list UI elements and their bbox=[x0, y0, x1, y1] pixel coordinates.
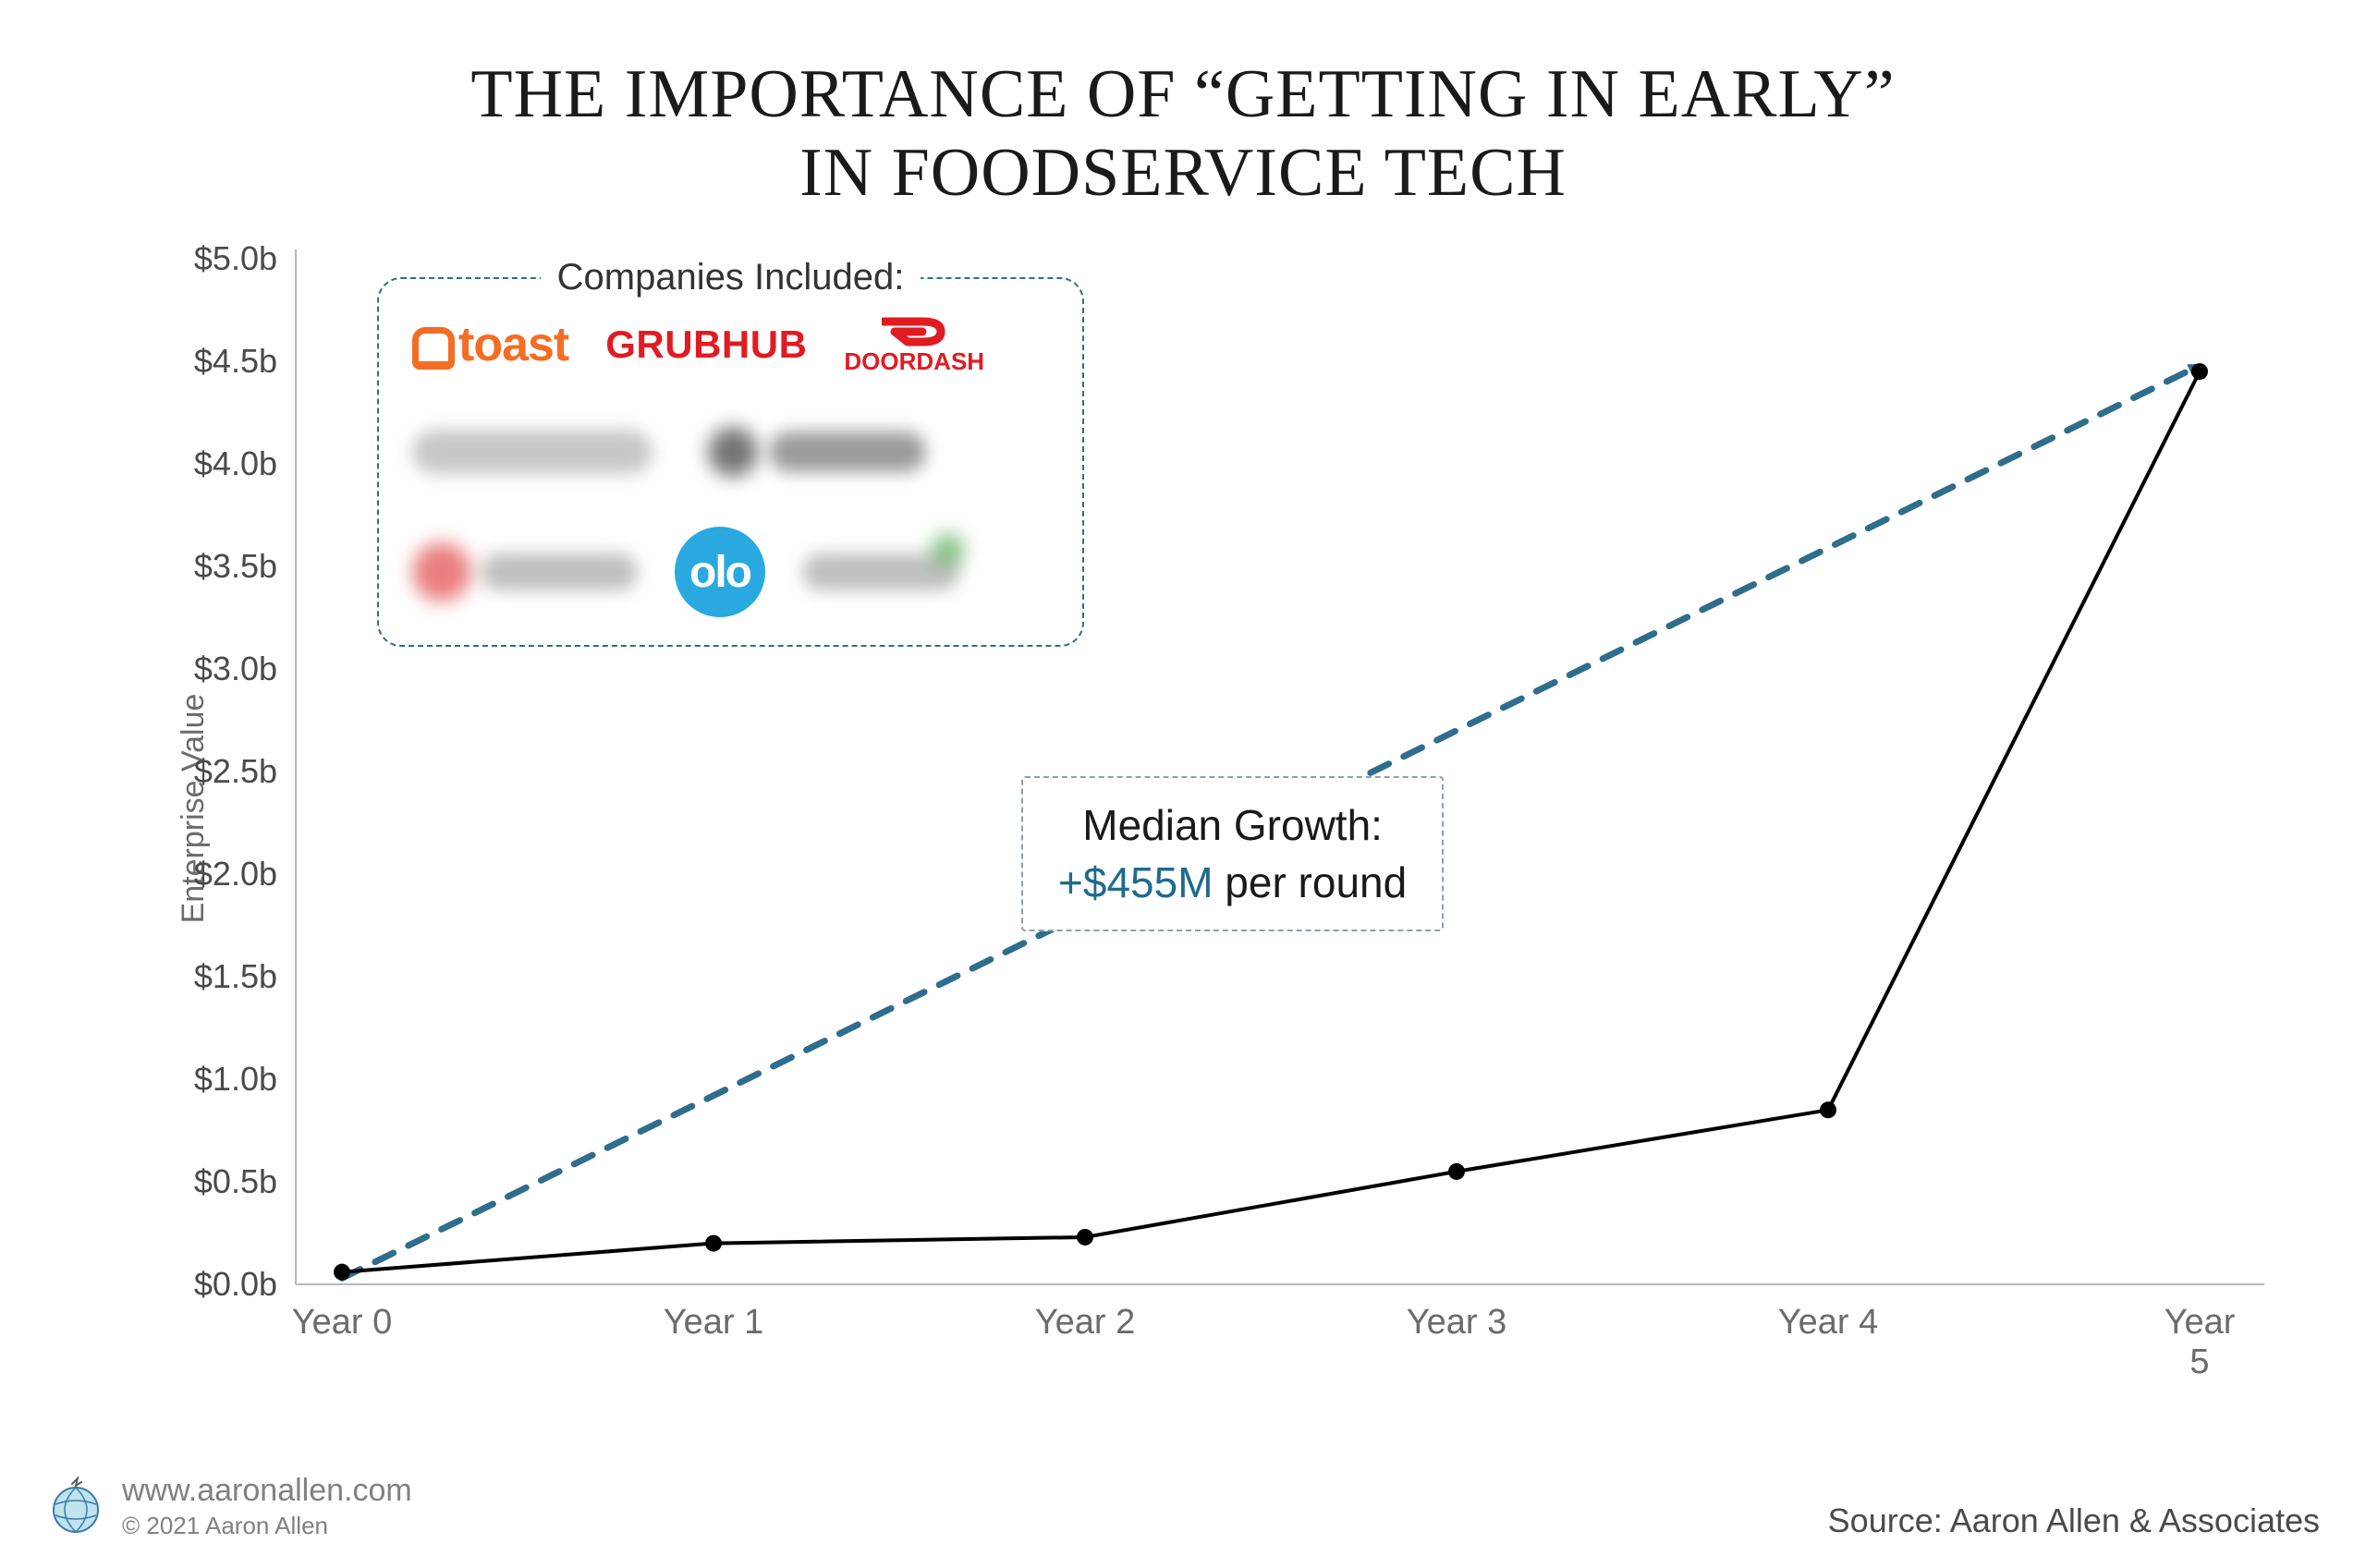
companies-included-box: Companies Included: toast GRUBHUB DOORDA… bbox=[377, 277, 1084, 647]
title-line-1: THE IMPORTANCE OF “GETTING IN EARLY” bbox=[46, 55, 2320, 134]
logo-doordash-text: DOORDASH bbox=[844, 349, 984, 373]
blurred-logo bbox=[932, 533, 965, 566]
globe-icon bbox=[46, 1477, 105, 1536]
footer-text: www.aaronallen.com © 2021 Aaron Allen bbox=[122, 1471, 412, 1540]
blurred-logo bbox=[481, 553, 638, 590]
annotation-line2: +$455M per round bbox=[1058, 854, 1407, 911]
toast-icon bbox=[412, 327, 455, 370]
annotation-suffix: per round bbox=[1213, 858, 1408, 906]
logo-grubhub: GRUBHUB bbox=[605, 322, 807, 367]
logo-olo: olo bbox=[675, 527, 765, 617]
footer-copyright: © 2021 Aaron Allen bbox=[122, 1511, 412, 1541]
blurred-logo bbox=[769, 432, 926, 472]
median-growth-annotation: Median Growth: +$455M per round bbox=[1021, 776, 1444, 931]
title-line-2: IN FOODSERVICE TECH bbox=[46, 134, 2320, 213]
footer: www.aaronallen.com © 2021 Aaron Allen So… bbox=[46, 1471, 2320, 1540]
footer-website: www.aaronallen.com bbox=[122, 1471, 412, 1511]
footer-source: Source: Aaron Allen & Associates bbox=[1828, 1501, 2320, 1540]
logo-toast-text: toast bbox=[458, 317, 568, 372]
blurred-logo bbox=[708, 427, 758, 477]
footer-left: www.aaronallen.com © 2021 Aaron Allen bbox=[46, 1471, 412, 1540]
blurred-logo bbox=[412, 430, 652, 474]
annotation-value: +$455M bbox=[1058, 858, 1213, 906]
doordash-icon bbox=[882, 316, 946, 347]
companies-box-title: Companies Included: bbox=[541, 257, 921, 298]
annotation-line1: Median Growth: bbox=[1058, 796, 1407, 854]
blurred-logo bbox=[412, 542, 471, 602]
logo-doordash: DOORDASH bbox=[844, 316, 984, 373]
logo-toast: toast bbox=[412, 317, 568, 372]
chart-title: THE IMPORTANCE OF “GETTING IN EARLY” IN … bbox=[46, 55, 2320, 213]
chart-area: Enterprise Value $0.0b$0.5b$1.0b$1.5b$2.… bbox=[83, 240, 2283, 1377]
